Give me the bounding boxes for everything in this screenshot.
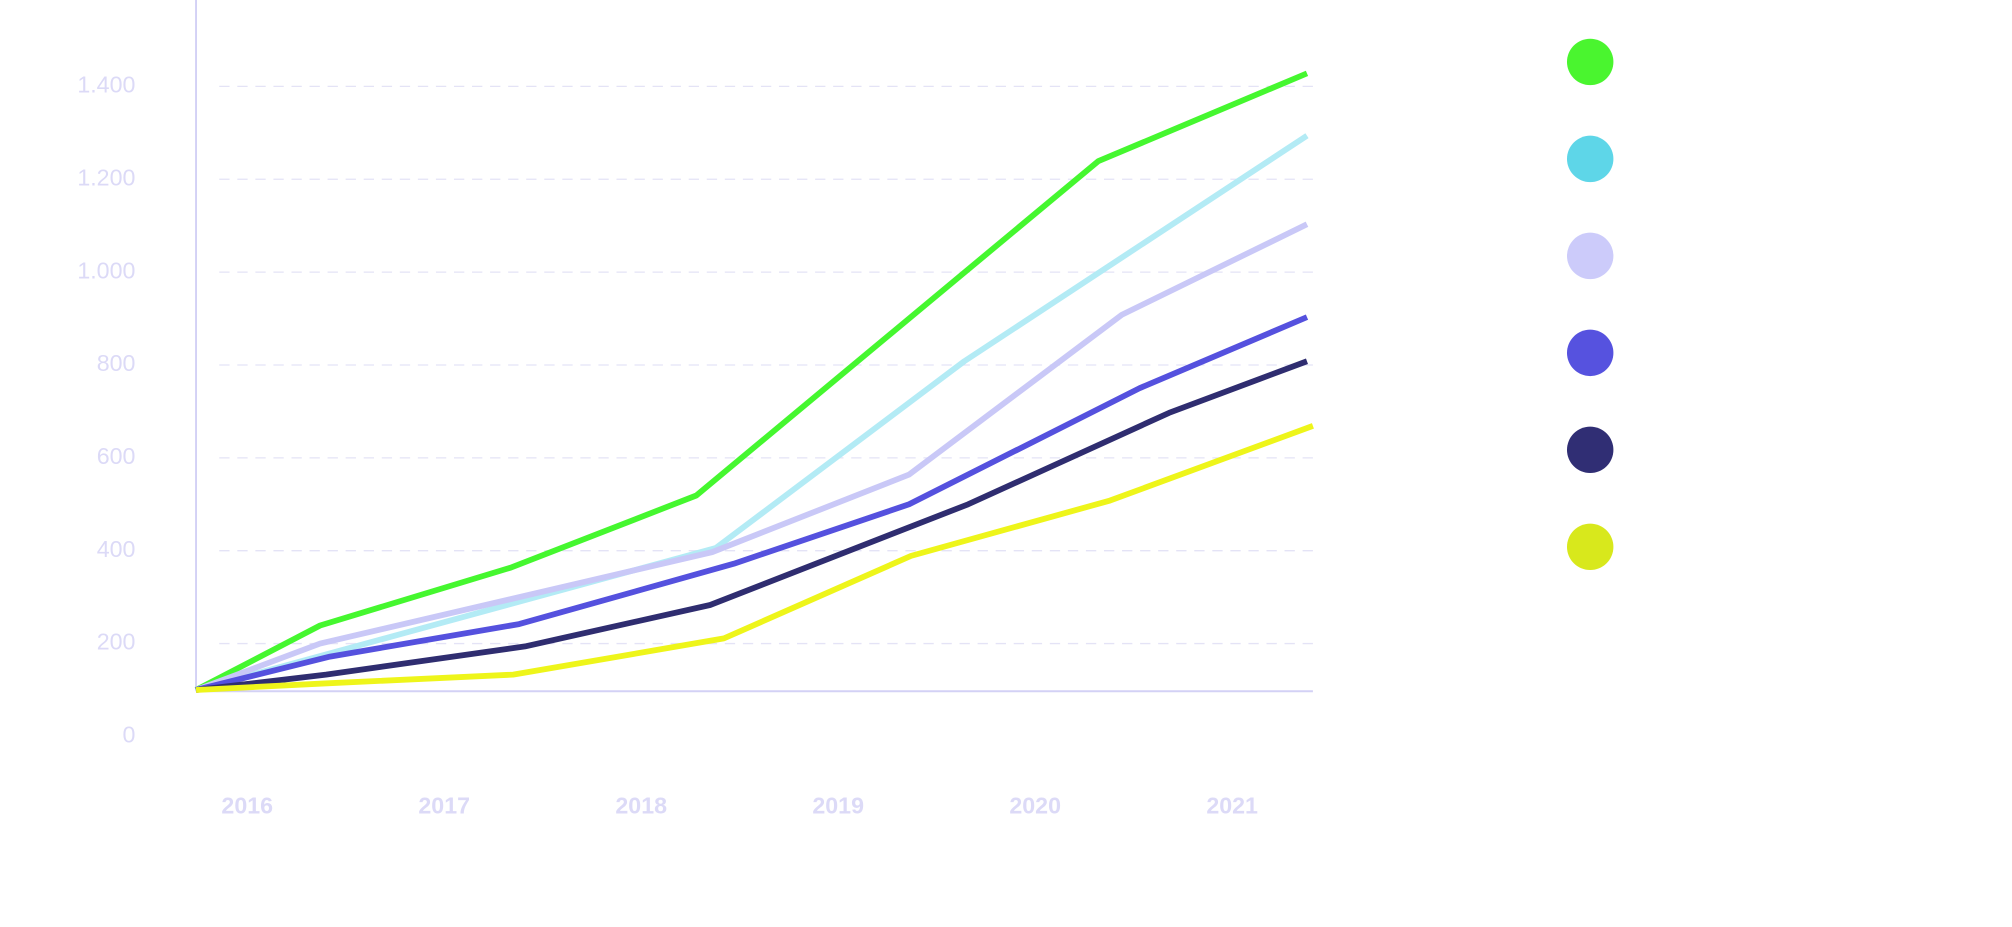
x-tick-label: 2020 — [1009, 792, 1061, 818]
x-tick-label: 2018 — [615, 792, 667, 818]
series-line — [195, 221, 1309, 693]
plot-area: 0 200 400 600 800 1.000 1.200 1.400 2016 2017 2018… — [77, 0, 1614, 818]
y-tick-label: 1.200 — [77, 164, 135, 190]
series-line — [195, 133, 1309, 693]
legend-swatch — [1566, 232, 1614, 280]
y-tick-label: 800 — [97, 350, 136, 376]
y-tick-label: 1.400 — [77, 72, 135, 98]
series-line — [195, 423, 1314, 693]
y-tick-label: 200 — [97, 629, 136, 655]
x-tick-label: 2017 — [418, 792, 470, 818]
series-line — [195, 314, 1309, 693]
legend-swatch — [1566, 38, 1614, 86]
series-line — [195, 358, 1308, 693]
y-tick-label: 0 — [123, 722, 136, 748]
x-tick-label: 2016 — [221, 792, 273, 818]
y-tick-label: 1.000 — [77, 257, 135, 283]
y-tick-label: 400 — [97, 536, 136, 562]
legend-swatch — [1566, 329, 1614, 377]
legend-swatch — [1566, 135, 1614, 183]
y-tick-label: 600 — [97, 443, 136, 469]
legend-swatch — [1566, 523, 1614, 571]
legend-swatch — [1566, 426, 1614, 474]
x-tick-label: 2021 — [1206, 792, 1258, 818]
x-tick-label: 2019 — [812, 792, 864, 818]
series-line — [194, 70, 1309, 693]
